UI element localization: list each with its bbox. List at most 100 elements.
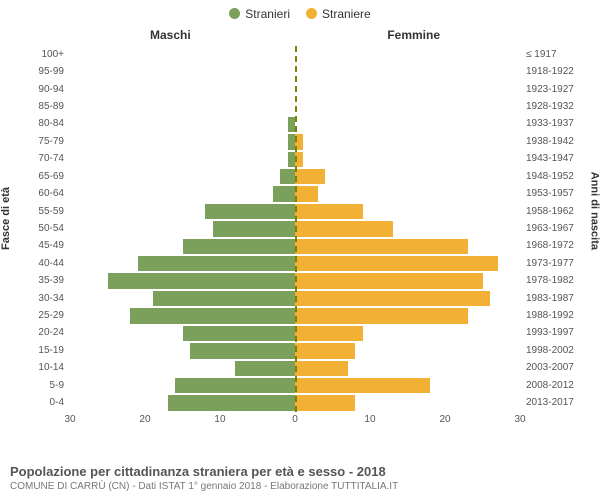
male-bar (130, 308, 295, 323)
age-label: 85-89 (38, 102, 70, 112)
column-title-male: Maschi (150, 28, 191, 42)
male-half (70, 221, 295, 236)
legend-swatch (229, 8, 240, 19)
birth-year-label: 1953-1957 (520, 189, 574, 199)
female-half (295, 395, 520, 410)
female-bar (295, 221, 393, 236)
male-bar (273, 186, 296, 201)
female-half (295, 361, 520, 376)
female-half (295, 256, 520, 271)
male-bar (288, 152, 296, 167)
male-half (70, 291, 295, 306)
male-bar (213, 221, 296, 236)
male-half (70, 326, 295, 341)
male-bar (280, 169, 295, 184)
age-label: 10-14 (38, 363, 70, 373)
female-bar (295, 186, 318, 201)
birth-year-label: 2008-2012 (520, 381, 574, 391)
chart-subtitle: COMUNE DI CARRÙ (CN) - Dati ISTAT 1° gen… (10, 481, 590, 492)
female-half (295, 308, 520, 323)
age-label: 30-34 (38, 294, 70, 304)
y-axis-right-title: Anni di nascita (588, 172, 600, 250)
female-half (295, 221, 520, 236)
age-label: 25-29 (38, 311, 70, 321)
male-bar (288, 134, 296, 149)
birth-year-label: 1933-1937 (520, 119, 574, 129)
female-bar (295, 326, 363, 341)
male-half (70, 378, 295, 393)
female-bar (295, 395, 355, 410)
birth-year-label: 1998-2002 (520, 346, 574, 356)
male-bar (190, 343, 295, 358)
female-bar (295, 169, 325, 184)
female-bar (295, 343, 355, 358)
x-tick: 0 (292, 414, 298, 425)
birth-year-label: 1948-1952 (520, 172, 574, 182)
male-half (70, 47, 295, 62)
male-half (70, 152, 295, 167)
x-tick: 20 (439, 414, 450, 425)
age-label: 20-24 (38, 328, 70, 338)
female-half (295, 99, 520, 114)
male-bar (235, 361, 295, 376)
birth-year-label: 1918-1922 (520, 67, 574, 77)
age-label: 5-9 (50, 381, 70, 391)
male-bar (205, 204, 295, 219)
center-axis-line (295, 46, 297, 412)
age-label: 35-39 (38, 276, 70, 286)
female-half (295, 186, 520, 201)
female-bar (295, 256, 498, 271)
male-half (70, 64, 295, 79)
column-title-female: Femmine (387, 28, 440, 42)
age-label: 70-74 (38, 154, 70, 164)
female-half (295, 273, 520, 288)
legend-item: Straniere (306, 6, 371, 21)
age-label: 40-44 (38, 259, 70, 269)
birth-year-label: 1938-1942 (520, 137, 574, 147)
female-half (295, 64, 520, 79)
birth-year-label: 1958-1962 (520, 207, 574, 217)
age-label: 55-59 (38, 207, 70, 217)
male-half (70, 361, 295, 376)
female-half (295, 169, 520, 184)
female-half (295, 204, 520, 219)
birth-year-label: 2003-2007 (520, 363, 574, 373)
age-label: 45-49 (38, 241, 70, 251)
male-half (70, 343, 295, 358)
birth-year-label: 1988-1992 (520, 311, 574, 321)
birth-year-label: 1943-1947 (520, 154, 574, 164)
male-half (70, 82, 295, 97)
female-half (295, 239, 520, 254)
male-bar (138, 256, 296, 271)
birth-year-label: 1968-1972 (520, 241, 574, 251)
female-half (295, 47, 520, 62)
plot-area: 100+≤ 191795-991918-192290-941923-192785… (70, 46, 520, 432)
chart-title: Popolazione per cittadinanza straniera p… (10, 464, 590, 479)
birth-year-label: 1923-1927 (520, 85, 574, 95)
birth-year-label: 1928-1932 (520, 102, 574, 112)
female-bar (295, 239, 468, 254)
male-half (70, 186, 295, 201)
female-half (295, 82, 520, 97)
age-label: 100+ (41, 50, 70, 60)
x-axis: 3020100102030 (70, 412, 520, 432)
age-label: 75-79 (38, 137, 70, 147)
male-half (70, 273, 295, 288)
female-half (295, 117, 520, 132)
legend-item: Stranieri (229, 6, 290, 21)
age-label: 15-19 (38, 346, 70, 356)
birth-year-label: 1963-1967 (520, 224, 574, 234)
male-bar (153, 291, 296, 306)
female-bar (295, 204, 363, 219)
x-tick: 10 (364, 414, 375, 425)
male-half (70, 99, 295, 114)
male-half (70, 134, 295, 149)
legend-label: Straniere (322, 7, 371, 21)
legend: Stranieri Straniere (0, 6, 600, 21)
male-half (70, 239, 295, 254)
female-bar (295, 361, 348, 376)
x-tick: 10 (214, 414, 225, 425)
male-half (70, 117, 295, 132)
male-bar (175, 378, 295, 393)
male-half (70, 204, 295, 219)
